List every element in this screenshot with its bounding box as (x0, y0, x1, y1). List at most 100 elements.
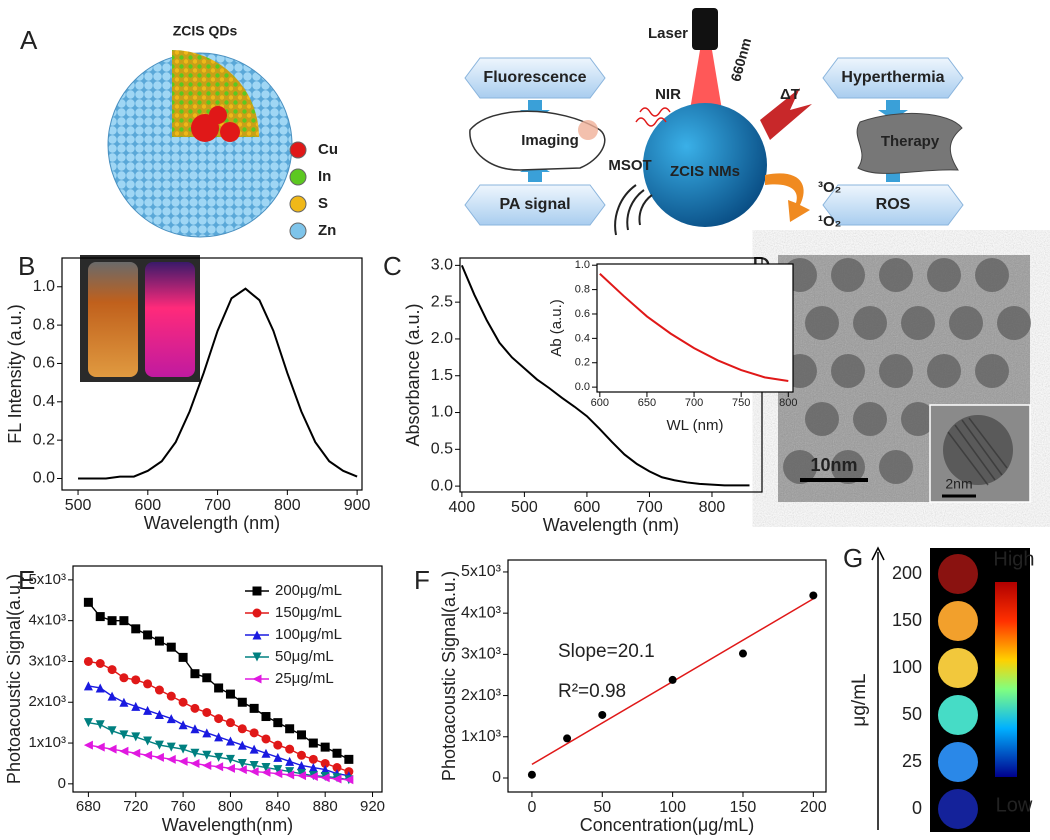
marker (273, 740, 283, 750)
marker (249, 744, 259, 754)
legend-label: 150μg/mL (275, 604, 342, 621)
series-line (78, 287, 358, 480)
marker (107, 726, 117, 736)
point (563, 734, 572, 743)
intensity-frame (871, 546, 1030, 832)
y-tick-label: 3x10³ (461, 646, 502, 663)
marker (95, 683, 105, 693)
panel-label: G (843, 543, 863, 573)
marker (190, 703, 200, 713)
annotation: Slope=20.1 (558, 641, 655, 662)
y-tick-label: 0.5 (431, 441, 453, 458)
marker (143, 705, 153, 715)
marker (131, 701, 141, 711)
marker (119, 616, 129, 626)
marker (285, 770, 295, 780)
label: NIR (655, 86, 681, 103)
label: ΔT (780, 86, 800, 103)
x-axis-title: Wavelength (nm) (144, 513, 280, 533)
marker (190, 758, 200, 768)
x-tick-label: 800 (699, 499, 726, 516)
x-tick-label: 720 (123, 798, 148, 815)
marker (178, 744, 188, 754)
marker (308, 763, 318, 773)
label: ¹O₂ (818, 213, 841, 230)
nanoparticle (805, 306, 839, 340)
box-label: PA signal (499, 196, 570, 213)
concentration-label: 0 (912, 798, 922, 818)
y-tick-label: 1.0 (431, 404, 453, 421)
marker (202, 760, 212, 770)
marker (178, 697, 188, 707)
x-tick-label: 600 (591, 397, 609, 409)
marker (320, 765, 330, 775)
marker (154, 685, 164, 695)
marker (285, 756, 295, 766)
sample-spot (938, 789, 978, 829)
center-label: ZCIS NMs (670, 163, 740, 180)
x-axis-title: WL (nm) (667, 417, 724, 434)
marker (178, 720, 188, 730)
marker (296, 750, 306, 760)
marker (131, 675, 141, 685)
label: 660nm (727, 36, 754, 83)
marker (107, 665, 117, 675)
nanoparticle (783, 450, 817, 484)
marker (214, 762, 224, 772)
nanoparticle (949, 306, 983, 340)
y-tick-label: 1x10³ (461, 728, 502, 745)
marker (119, 673, 129, 683)
y-axis-title: Photoacoustic Signal(a.u.) (439, 571, 459, 781)
y-tick-label: 1x10³ (28, 734, 66, 751)
marker (154, 636, 164, 646)
marker (285, 744, 295, 754)
x-tick-label: 800 (779, 397, 797, 409)
marker (119, 697, 129, 707)
y-tick-label: 0.6 (575, 308, 590, 320)
marker (83, 681, 93, 691)
sample-spot (938, 601, 978, 641)
x-tick-label: 400 (449, 499, 476, 516)
y-tick-label: 4x10³ (461, 604, 502, 621)
marker (285, 767, 295, 777)
marker (214, 732, 224, 742)
inset-bg (597, 264, 793, 392)
marker (308, 754, 318, 764)
point (738, 649, 747, 658)
x-tick-label: 800 (274, 497, 301, 514)
marker (261, 748, 271, 758)
marker (166, 714, 176, 724)
y-tick-label: 0.8 (575, 284, 590, 296)
marker (143, 750, 153, 760)
concentration-label: 100 (892, 657, 922, 677)
y-tick-label: 0.8 (33, 316, 55, 333)
marker (308, 738, 318, 748)
marker (154, 752, 164, 762)
nanoparticle (853, 306, 887, 340)
marker (95, 742, 105, 752)
marker (131, 732, 141, 742)
marker (214, 714, 224, 724)
marker (344, 754, 354, 764)
y-tick-label: 0.2 (575, 357, 590, 369)
marker (249, 767, 259, 777)
y-axis-title: Photoacoustic Signal(a.u.) (4, 574, 24, 784)
nanoparticle (975, 354, 1009, 388)
marker (225, 754, 235, 764)
x-tick-label: 50 (593, 799, 611, 816)
label: MSOT (608, 157, 651, 174)
marker (119, 746, 129, 756)
marker (332, 748, 342, 758)
y-tick-label: 0 (492, 769, 501, 786)
y-tick-label: 5x10³ (28, 571, 66, 588)
panel-label: E (18, 565, 35, 595)
point (598, 710, 607, 719)
panel-label: F (414, 565, 430, 595)
x-tick-label: 600 (574, 499, 601, 516)
marker (178, 652, 188, 662)
marker (178, 756, 188, 766)
nanoparticle (879, 258, 913, 292)
x-tick-label: 900 (344, 497, 371, 514)
legend-marker (252, 652, 262, 662)
label: ³O₂ (818, 179, 841, 196)
